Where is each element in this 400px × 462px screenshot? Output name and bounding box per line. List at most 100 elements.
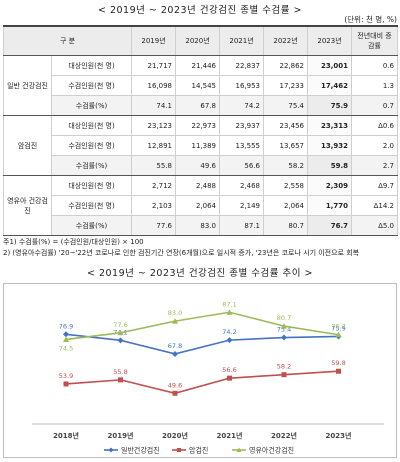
data-label: 67.8 [168, 342, 182, 350]
change-cell: 1.3 [351, 75, 399, 96]
data-point [281, 323, 287, 329]
metric-label: 대상인원(천 명) [50, 115, 133, 136]
metric-label: 수검률(%) [50, 95, 133, 116]
value-cell: 16,098 [131, 75, 177, 96]
value-cell: 2,558 [263, 175, 309, 196]
value-cell: 23,456 [263, 115, 309, 136]
value-cell: 23,123 [131, 115, 177, 136]
metric-label: 수검인원(천 명) [50, 75, 133, 96]
value-cell: 83.0 [175, 215, 221, 236]
data-label: 87.1 [222, 300, 236, 308]
table-row: 수검률(%) 77.6 83.0 87.1 80.7 76.7 Δ5.0 [4, 215, 399, 236]
value-cell: 22,862 [263, 55, 309, 76]
data-label: 77.6 [113, 321, 127, 329]
value-cell: 13,555 [219, 135, 265, 156]
table-row: 수검인원(천 명) 16,098 14,545 16,953 17,233 17,462 1… [4, 75, 399, 96]
value-cell: 23,001 [307, 55, 353, 76]
value-cell: 2,103 [131, 195, 177, 216]
data-point [226, 337, 233, 344]
data-label: 74.5 [59, 344, 73, 352]
value-cell: 76.7 [307, 215, 353, 236]
legend-label: 일반건강검진 [121, 446, 160, 455]
data-label: 59.8 [331, 359, 345, 367]
value-cell: 13,657 [263, 135, 309, 156]
change-cell: 0.7 [351, 95, 399, 116]
value-cell: 2,064 [263, 195, 309, 216]
header-year: 2023년 [307, 25, 353, 56]
value-cell: 23,313 [307, 115, 353, 136]
table-row: 수검률(%) 55.8 49.6 56.6 58.2 59.8 2.7 [4, 155, 399, 176]
change-cell: 0.6 [351, 55, 399, 76]
data-point [63, 331, 69, 338]
line-chart: 2018년2019년2020년2021년2022년2023년76.974.167… [3, 283, 397, 458]
table-title: < 2019년 ~ 2023년 건강검진 종별 수검률 > [97, 5, 302, 16]
legend-label: 영유아건강검진 [249, 446, 294, 455]
series-line [65, 311, 339, 341]
legend-marker [236, 447, 242, 452]
data-point [281, 372, 287, 378]
header-year: 2021년 [219, 25, 265, 56]
x-tick-label: 2021년 [217, 431, 243, 440]
data-point [172, 318, 178, 324]
data-point [172, 350, 178, 357]
table-header-row: 구 분 2019년 2020년 2021년 2022년 2023년 전년대비 증… [2, 25, 399, 56]
value-cell: 14,545 [175, 75, 221, 96]
group-label: 암검진 [3, 115, 52, 176]
data-label: 75.4 [277, 326, 291, 334]
value-cell: 77.6 [131, 215, 177, 236]
data-label: 55.8 [113, 368, 127, 376]
value-cell: 87.1 [219, 215, 265, 236]
change-cell: 2.7 [351, 155, 399, 176]
table-row: 일반 건강검진 대상인원(천 명) 21,717 21,446 22,837 22,862… [3, 55, 399, 116]
value-cell: 75.4 [263, 95, 309, 116]
header-year: 2019년 [131, 25, 177, 56]
data-label: 58.2 [277, 363, 291, 371]
value-cell: 2,064 [175, 195, 221, 216]
group-label: 영유아 건강검진 [3, 175, 52, 236]
value-cell: 2,468 [219, 175, 265, 196]
data-point [172, 390, 178, 396]
data-point [63, 381, 69, 387]
value-cell: 21,446 [175, 55, 221, 76]
value-cell: 80.7 [263, 215, 309, 236]
data-point [227, 375, 232, 381]
value-cell: 17,462 [307, 75, 353, 96]
table-row: 암검진 대상인원(천 명) 23,123 22,973 23,937 23,456 23,3… [3, 115, 399, 176]
data-point [226, 309, 233, 315]
table-row: 영유아 건강검진 대상인원(천 명) 2,712 2,488 2,468 2,558 2,3… [3, 175, 399, 236]
value-cell: 1,770 [307, 195, 353, 216]
data-label: 56.6 [222, 366, 236, 374]
metric-label: 대상인원(천 명) [50, 175, 133, 196]
note-1: 주1) 수검률(%) = (수검인원/대상인원) × 100 [3, 238, 144, 246]
unit-label: (단위: 천 명, %) [344, 15, 397, 24]
x-tick-label: 2023년 [326, 431, 352, 440]
value-cell: 21,717 [131, 55, 177, 76]
value-cell: 58.2 [263, 155, 309, 176]
value-cell: 67.8 [175, 95, 221, 116]
legend-marker [177, 448, 181, 452]
data-label: 74.2 [222, 328, 236, 336]
data-point [118, 377, 123, 383]
x-tick-label: 2018년 [53, 431, 79, 440]
value-cell: 16,953 [219, 75, 265, 96]
table-row: 수검인원(천 명) 2,103 2,064 2,149 2,064 1,770 Δ14.2 [4, 195, 399, 216]
data-point [63, 336, 69, 342]
header-year: 2020년 [175, 25, 221, 56]
stats-table: 구 분 2019년 2020년 2021년 2022년 2023년 전년대비 증… [2, 25, 399, 236]
data-point [117, 337, 124, 344]
legend-marker [108, 447, 114, 453]
metric-label: 수검률(%) [50, 215, 133, 236]
chart-title: < 2019년 ~ 2023년 건강검진 종별 수검률 추이 > [86, 268, 313, 279]
x-tick-label: 2020년 [162, 431, 188, 440]
data-label: 76.9 [59, 322, 73, 330]
value-cell: 49.6 [175, 155, 221, 176]
data-point [335, 331, 342, 338]
legend-label: 암검진 [189, 446, 208, 455]
metric-label: 대상인원(천 명) [50, 55, 133, 76]
table-row: 수검률(%) 74.1 67.8 74.2 75.4 75.9 0.7 [4, 95, 399, 116]
value-cell: 11,389 [175, 135, 221, 156]
data-point [336, 368, 341, 374]
change-cell: Δ14.2 [351, 195, 399, 216]
value-cell: 22,973 [175, 115, 221, 136]
change-cell: Δ0.6 [351, 115, 399, 136]
